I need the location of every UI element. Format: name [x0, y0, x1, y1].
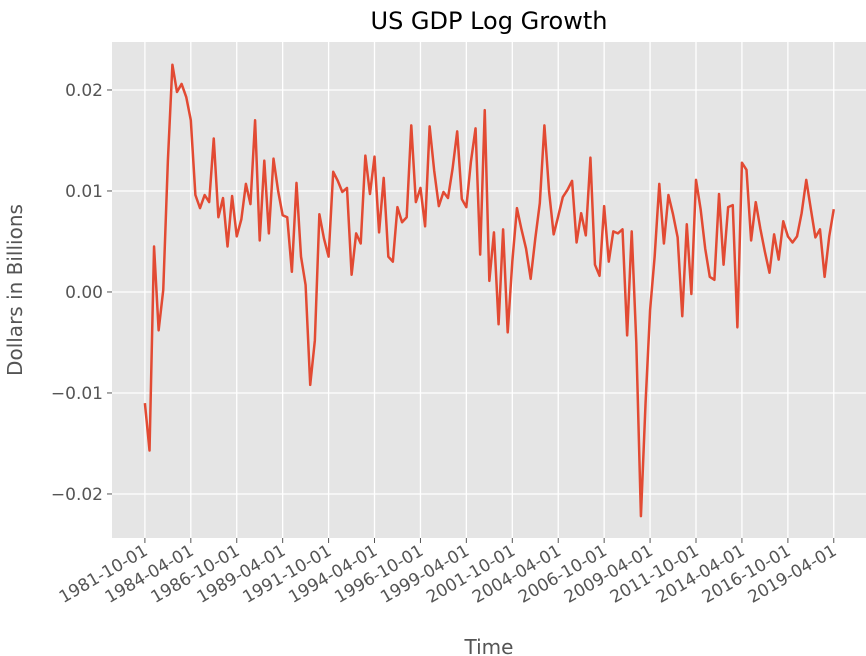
chart-title: US GDP Log Growth [371, 7, 608, 35]
y-tick-label: −0.02 [51, 485, 103, 505]
y-tick-label: −0.01 [51, 384, 103, 404]
y-tick-label: 0.02 [65, 81, 103, 101]
plot-area [112, 42, 866, 538]
y-axis-label: Dollars in Billions [3, 204, 27, 376]
y-tick-label: 0.00 [65, 283, 103, 303]
x-axis-label: Time [464, 635, 514, 656]
y-tick-label: 0.01 [65, 182, 103, 202]
series-line [143, 63, 835, 518]
